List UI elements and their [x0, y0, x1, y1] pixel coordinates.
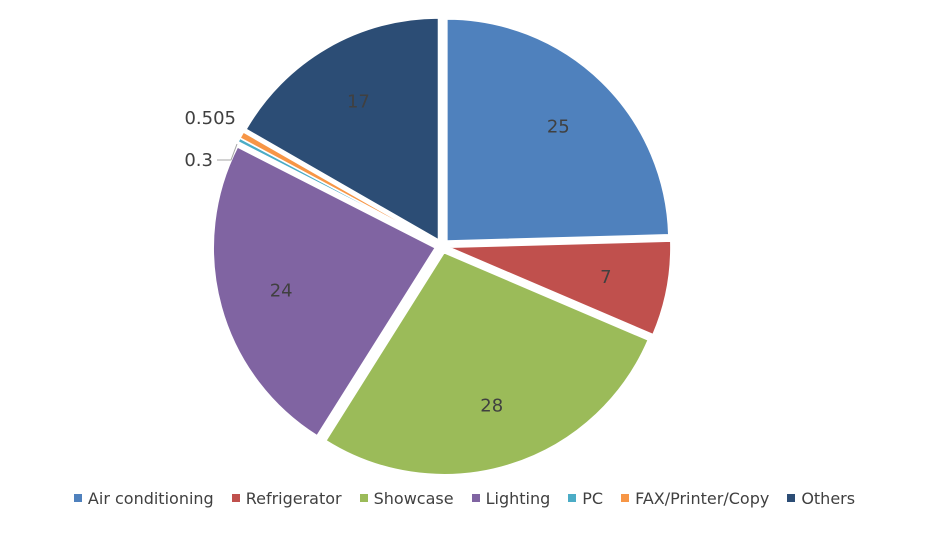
legend-item-refrigerator: Refrigerator	[231, 488, 342, 508]
legend-swatch-lighting	[471, 494, 480, 502]
legend-label-lighting: Lighting	[485, 488, 551, 508]
data-label-lighting: 24	[270, 280, 293, 301]
pie-chart: 25 7 28 24 0.3 0.505 17	[184, 17, 672, 476]
legend-swatch-pc	[568, 494, 577, 502]
data-label-showcase: 28	[480, 395, 503, 416]
legend-item-air-conditioning: Air conditioning	[73, 488, 214, 508]
legend-swatch-air-conditioning	[73, 494, 82, 502]
pie-slice-refrigerator	[448, 240, 672, 336]
legend-item-showcase: Showcase	[359, 488, 454, 508]
legend-label-fax-printer-copy: FAX/Printer/Copy	[635, 488, 770, 508]
legend-label-showcase: Showcase	[373, 488, 454, 508]
data-label-others: 17	[347, 92, 370, 113]
pie-slice-air-conditioning	[446, 18, 670, 242]
pie-slice-lighting	[212, 145, 437, 437]
pie-slice-others	[244, 17, 440, 242]
legend-label-others: Others	[801, 488, 856, 508]
legend-swatch-others	[787, 494, 796, 502]
legend-swatch-refrigerator	[231, 494, 240, 502]
legend-label-refrigerator: Refrigerator	[245, 488, 342, 508]
pie-slice-showcase	[324, 251, 650, 476]
legend-item-fax-printer-copy: FAX/Printer/Copy	[621, 489, 769, 508]
data-label-fax-printer-copy: 0.505	[184, 108, 236, 129]
legend-item-pc: PC	[568, 489, 603, 508]
legend-label-pc: PC	[582, 488, 604, 508]
data-label-refrigerator: 7	[600, 267, 611, 288]
leader-line-pc	[217, 143, 238, 161]
data-label-air-conditioning: 25	[547, 116, 570, 137]
pie-slice-fax-printer-copy	[239, 130, 437, 244]
legend-swatch-fax-printer-copy	[621, 494, 630, 502]
legend-label-air-conditioning: Air conditioning	[87, 488, 214, 508]
legend-item-lighting: Lighting	[471, 488, 551, 508]
legend-swatch-showcase	[359, 494, 368, 502]
legend: Air conditioning Refrigerator Showcase Ligh…	[0, 484, 929, 512]
data-label-pc: 0.3	[184, 150, 213, 171]
legend-item-others: Others	[787, 489, 855, 508]
